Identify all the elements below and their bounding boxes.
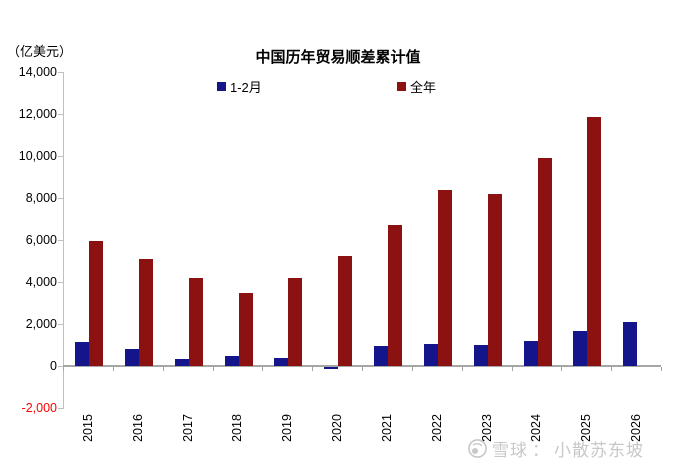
legend-swatch-full-year-icon: [397, 82, 406, 91]
y-axis-tick: [58, 366, 63, 367]
bar-full-year-2017: [188, 278, 203, 366]
xueqiu-logo-icon: [468, 439, 487, 458]
chart-title: 中国历年贸易顺差累计值: [255, 49, 421, 66]
y-axis-tick: [58, 282, 63, 283]
y-tick-label: -2,000: [21, 401, 57, 415]
x-axis-tick: [611, 367, 613, 371]
bar-jan-feb-2022: [423, 343, 438, 366]
y-tick-label: 2,000: [25, 317, 57, 331]
x-axis-tick: [362, 367, 363, 371]
watermark-username: 小散苏东坡: [554, 441, 644, 460]
x-category-label-2022: 2022: [429, 414, 444, 442]
y-tick-label: 12,000: [18, 107, 57, 121]
x-category-label-2019: 2019: [280, 414, 295, 442]
y-tick-label: 6,000: [25, 233, 57, 247]
y-tick-label: 10,000: [18, 149, 57, 163]
x-axis-tick: [561, 367, 563, 371]
bar-jan-feb-2024: [523, 340, 538, 366]
bar-jan-feb-2023: [473, 344, 488, 366]
y-axis-tick: [58, 324, 63, 325]
y-axis-tick: [58, 240, 63, 241]
bar-full-year-2023: [487, 193, 502, 366]
bar-jan-feb-2018: [224, 356, 239, 366]
x-axis-tick: [461, 367, 463, 371]
y-axis-line: [63, 72, 64, 409]
x-axis-tick: [312, 367, 314, 371]
x-category-label-2021: 2021: [379, 414, 394, 442]
bar-full-year-2015: [89, 241, 103, 366]
bar-jan-feb-2017: [174, 358, 189, 366]
y-axis-unit-label: （亿美元）: [7, 44, 73, 59]
bar-jan-feb-2021: [374, 346, 388, 366]
legend-item-jan-feb: 1-2月: [217, 77, 262, 96]
x-axis-tick: [511, 367, 513, 371]
bar-jan-feb-2015: [75, 341, 89, 366]
watermark-brand: 雪球: [492, 441, 528, 460]
x-category-label-2015: 2015: [80, 414, 95, 442]
y-axis-tick: [58, 114, 63, 115]
y-tick-label: 8,000: [25, 191, 57, 205]
x-axis-tick: [411, 367, 413, 371]
legend-label-full-year: 全年: [410, 80, 437, 95]
x-axis-tick: [262, 367, 264, 371]
x-axis-tick: [112, 367, 114, 371]
bar-full-year-2020: [338, 255, 353, 366]
y-axis-tick: [58, 198, 63, 199]
x-category-label-2016: 2016: [130, 414, 145, 442]
x-axis-tick: [63, 367, 64, 371]
y-axis-tick: [58, 408, 63, 409]
x-category-label-2017: 2017: [180, 414, 195, 442]
bar-full-year-2018: [238, 292, 253, 366]
bar-full-year-2024: [537, 158, 552, 366]
bar-full-year-2016: [138, 258, 153, 366]
y-axis-tick: [58, 156, 63, 157]
y-axis-tick: [58, 72, 63, 73]
watermark-separator: ：: [532, 441, 550, 460]
legend-swatch-jan-feb-icon: [217, 82, 226, 91]
bar-jan-feb-2020: [324, 367, 339, 369]
x-axis-zero-line: [63, 365, 661, 367]
bar-full-year-2022: [437, 190, 452, 366]
bar-jan-feb-2016: [124, 349, 139, 366]
bar-jan-feb-2025: [573, 331, 588, 366]
bar-full-year-2021: [388, 225, 402, 366]
y-tick-label: 14,000: [18, 65, 57, 79]
x-category-label-2018: 2018: [230, 414, 245, 442]
x-category-label-2020: 2020: [330, 414, 345, 442]
legend-label-jan-feb: 1-2月: [230, 80, 262, 95]
bar-jan-feb-2019: [274, 357, 289, 366]
bar-full-year-2025: [587, 117, 602, 366]
bar-jan-feb-2026: [623, 321, 638, 366]
bar-full-year-2019: [288, 277, 303, 366]
x-axis-tick: [162, 367, 164, 371]
x-axis-tick: [212, 367, 214, 371]
legend-item-full-year: 全年: [397, 77, 436, 96]
x-axis-tick: [661, 367, 662, 371]
y-tick-label: 0: [50, 359, 57, 373]
y-tick-label: 4,000: [25, 275, 57, 289]
watermark: 雪球：小散苏东坡: [467, 436, 644, 461]
